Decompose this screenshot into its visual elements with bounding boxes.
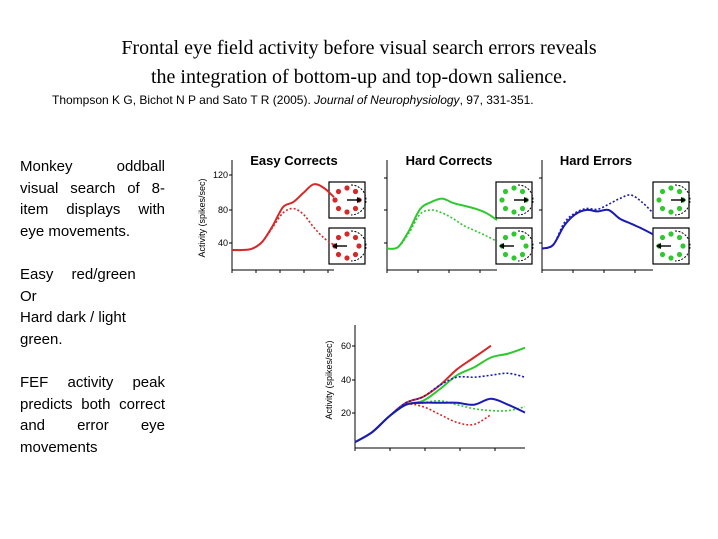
y-tick-label: 60 [341,341,351,351]
stimulus-dot [659,234,666,241]
stimulus-dot [519,205,526,212]
blue-solid-series-line [354,397,526,443]
side-text-para-3: FEF activity peak predicts both correct … [20,373,165,456]
stimulus-dot [352,234,359,241]
side-text-para-2-line-2: Or [20,287,37,305]
stimulus-dot [659,205,666,212]
stimulus-dot [344,185,350,191]
arrow-head-icon [499,243,504,249]
stimulus-dot [335,251,342,258]
stimulus-dot [511,185,517,191]
side-text-para-2-line-1: Easy red/green [20,265,136,283]
green-dotted-series-line [354,399,526,443]
stimulus-dot [668,209,674,215]
stimulus-dot [676,188,683,195]
citation-rest: , 97, 331-351. [459,93,534,107]
chart-title: Easy Corrects [250,153,337,168]
stimulus-dot [502,251,509,258]
stimulus-dot [676,234,683,241]
title-line-1: Frontal eye field activity before visual… [121,37,597,59]
chart-panel-4: 60 40 20 Activity (spikes/sec) [324,325,525,451]
stimulus-dot [680,243,686,249]
side-text: Monkey oddball visual search of 8-item d… [20,156,165,458]
stimulus-dot [352,205,359,212]
stimulus-dot [352,188,359,195]
arrow-head-icon [332,243,337,249]
stimulus-dot [668,185,674,191]
stimulus-dot [519,188,526,195]
y-tick-label: 40 [218,238,228,248]
stimulus-dot [523,243,529,249]
stimulus-inset [328,227,367,265]
stimulus-dot [502,234,509,241]
arrow-head-icon [524,197,529,203]
side-text-para-2: Easy red/green Or Hard dark / light gree… [20,264,165,350]
red-solid-series-line [354,344,492,443]
stimulus-dot [519,234,526,241]
stimulus-dot [668,231,674,237]
stimulus-dot [502,188,509,195]
green-solid-series-line [354,346,526,443]
side-text-para-1: Monkey oddball visual search of 8-item d… [20,158,165,240]
chart-panel-1: 120 80 40 Activity (spikes/sec) Easy Correct… [197,153,338,273]
chart-title: Hard Errors [560,153,632,168]
stimulus-dot [499,197,505,203]
stimulus-dot [511,255,517,261]
y-axis-label: Activity (spikes/sec) [197,178,207,257]
chart-panel-2: Hard Corrects [384,153,497,273]
stimulus-inset [495,227,534,265]
stimulus-inset [328,181,367,219]
stimulus-dot [676,205,683,212]
stimulus-dot [344,209,350,215]
slide-title: Frontal eye field activity before visual… [0,34,718,92]
blue-dotted-series-line [541,194,654,250]
stimulus-inset [652,181,691,219]
y-tick-label: 20 [341,408,351,418]
stimulus-dot [659,188,666,195]
chart-panel-3: Hard Errors [539,153,653,273]
y-tick-label: 80 [218,205,228,215]
title-line-2: the integration of bottom-up and top-dow… [150,66,567,88]
y-tick-label: 120 [213,170,228,180]
stimulus-dot [344,255,350,261]
stimulus-dot [335,205,342,212]
green-dotted-series-line [386,209,498,250]
stimulus-dot [335,188,342,195]
stimulus-dot [511,209,517,215]
stimulus-inset [495,181,534,219]
stimulus-dot [659,251,666,258]
side-text-para-2-line-3: Hard dark / light green. [20,309,126,348]
stimulus-dot [356,243,362,249]
blue-dotted-series-line [354,372,526,443]
citation-journal: Journal of Neurophysiology [314,93,460,107]
citation: Thompson K G, Bichot N P and Sato T R (2… [52,92,534,108]
stimulus-dot [502,205,509,212]
red-solid-series-line [231,183,335,252]
stimulus-dot [668,255,674,261]
blue-solid-series-line [541,208,654,250]
arrow-head-icon [656,243,661,249]
stimulus-dot [656,197,662,203]
stimulus-dot [332,197,338,203]
stimulus-dot [352,251,359,258]
citation-authors: Thompson K G, Bichot N P and Sato T R (2… [52,93,315,107]
red-dotted-series-line [354,403,492,443]
green-solid-series-line [386,197,498,250]
arrow-head-icon [681,197,686,203]
stimulus-dot [676,251,683,258]
arrow-head-icon [357,197,362,203]
stimulus-dot [519,251,526,258]
stimulus-dot [335,234,342,241]
stimulus-inset [652,227,691,265]
stimulus-dot [511,231,517,237]
y-tick-label: 40 [341,375,351,385]
chart-title: Hard Corrects [406,153,493,168]
red-dotted-series-line [231,207,335,251]
y-axis-label: Activity (spikes/sec) [324,340,334,419]
stimulus-dot [344,231,350,237]
